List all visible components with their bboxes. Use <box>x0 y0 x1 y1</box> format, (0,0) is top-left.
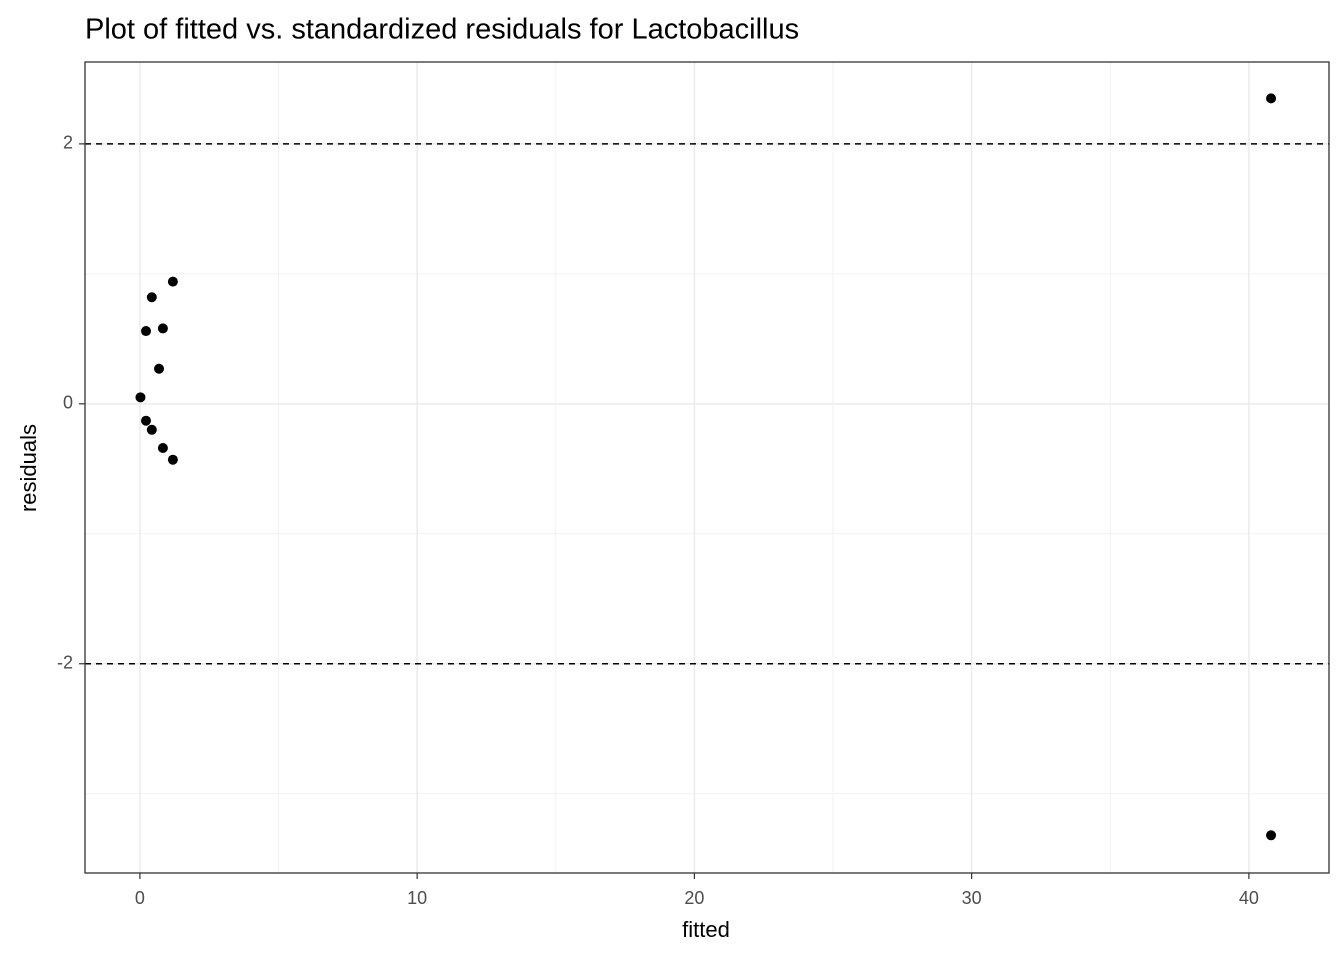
point <box>1266 830 1277 841</box>
point <box>167 454 178 465</box>
panel-border <box>84 61 1330 874</box>
point <box>146 292 157 303</box>
x-tick-label: 30 <box>962 888 982 908</box>
x-axis-label: fitted <box>682 917 730 942</box>
y-tick-label: 0 <box>63 393 73 413</box>
point <box>157 323 168 334</box>
y-tick-label: 2 <box>63 133 73 153</box>
point <box>157 443 168 454</box>
x-tick-label: 10 <box>407 888 427 908</box>
y-axis-label: residuals <box>16 424 41 512</box>
point <box>146 424 157 435</box>
point <box>167 276 178 287</box>
point <box>135 392 146 403</box>
point <box>154 363 165 374</box>
x-tick-label: 40 <box>1239 888 1259 908</box>
x-tick-label: 0 <box>135 888 145 908</box>
point <box>140 326 151 337</box>
point <box>1266 93 1277 104</box>
x-tick-label: 20 <box>684 888 704 908</box>
chart-title: Plot of fitted vs. standardized residual… <box>85 14 799 46</box>
y-tick-label: -2 <box>57 653 73 673</box>
point <box>140 415 151 426</box>
